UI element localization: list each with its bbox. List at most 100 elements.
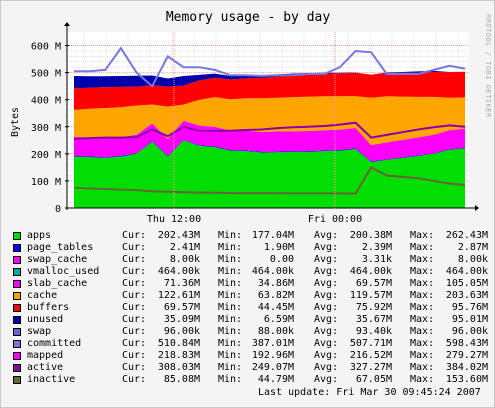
legend-cur-label: Cur: — [122, 374, 147, 385]
legend-cur-label: Cur: — [122, 242, 147, 253]
legend-swatch — [13, 304, 21, 312]
x-tick-label: Fri 00:00 — [308, 214, 362, 225]
y-tick-label: 300 M — [31, 123, 61, 134]
line-inactive — [73, 166, 466, 195]
legend-min-label: Min: — [218, 302, 243, 313]
legend-max-value: 105.05M — [445, 278, 488, 289]
legend-min-label: Min: — [218, 278, 243, 289]
legend-swatch — [13, 376, 21, 384]
y-tick-label: 400 M — [31, 96, 61, 107]
legend-avg-value: 327.27M — [349, 362, 392, 373]
legend-cur-label: Cur: — [122, 254, 147, 265]
legend-swatch — [13, 244, 21, 252]
legend-cur-label: Cur: — [122, 326, 147, 337]
legend-name: slab_cache — [27, 278, 88, 289]
legend-name: apps — [27, 230, 52, 241]
legend-cur-label: Cur: — [122, 362, 147, 373]
legend-min-label: Min: — [218, 362, 243, 373]
x-tick-label: Thu 12:00 — [147, 214, 201, 225]
legend-avg-label: Avg: — [314, 230, 339, 241]
legend-avg-value: 93.40k — [355, 326, 392, 337]
legend-row-apps: apps Cur: 202.43M Min: 177.04M Avg: 200.38M Max… — [0, 230, 495, 242]
legend-max-label: Max: — [410, 362, 435, 373]
legend-avg-label: Avg: — [314, 302, 339, 313]
memory-chart: Memory usage - by day RRDTOOL / TOBI OET… — [10, 10, 492, 225]
legend-max-label: Max: — [410, 266, 435, 277]
legend-cur-value: 202.43M — [157, 230, 200, 241]
legend-swatch — [13, 316, 21, 324]
legend-cur-label: Cur: — [122, 338, 147, 349]
legend-cur-value: 464.00k — [157, 266, 200, 277]
line-active — [73, 121, 466, 140]
stacked-areas — [74, 70, 465, 208]
legend-cur-value: 35.09M — [163, 314, 200, 325]
legend-max-value: 8.00k — [457, 254, 488, 265]
legend-min-value: 44.45M — [257, 302, 294, 313]
legend-min-value: 34.86M — [257, 278, 294, 289]
legend-cur-label: Cur: — [122, 314, 147, 325]
legend-cur-label: Cur: — [122, 350, 147, 361]
legend-cur-value: 308.03M — [157, 362, 200, 373]
legend-avg-value: 35.67M — [355, 314, 392, 325]
legend-min-label: Min: — [218, 314, 243, 325]
legend-cur-label: Cur: — [122, 266, 147, 277]
legend-cur-value: 69.57M — [163, 302, 200, 313]
legend-name: mapped — [27, 350, 64, 361]
legend-max-value: 464.00k — [445, 266, 488, 277]
legend-name: buffers — [27, 302, 70, 313]
legend-max-value: 96.00k — [451, 326, 488, 337]
legend-cur-label: Cur: — [122, 230, 147, 241]
legend-avg-label: Avg: — [314, 254, 339, 265]
legend-max-label: Max: — [410, 338, 435, 349]
legend-min-label: Min: — [218, 254, 243, 265]
chart-title: Memory usage - by day — [166, 10, 331, 25]
legend-cur-value: 96.00k — [163, 326, 200, 337]
legend-min-value: 464.00k — [251, 266, 294, 277]
legend-swatch — [13, 340, 21, 348]
legend-min-value: 177.04M — [251, 230, 294, 241]
legend-avg-label: Avg: — [314, 278, 339, 289]
legend-avg-label: Avg: — [314, 266, 339, 277]
legend-cur-label: Cur: — [122, 278, 147, 289]
area-unused — [74, 70, 465, 89]
legend-max-label: Max: — [410, 374, 435, 385]
legend-avg-label: Avg: — [314, 314, 339, 325]
legend-row-page_tables: page_tables Cur: 2.41M Min: 1.90M Avg: 2.39M Ma… — [0, 242, 495, 254]
legend-min-value: 44.79M — [257, 374, 294, 385]
legend-row-swap: swap Cur: 96.00k Min: 88.00k Avg: 93.40k Max: 96… — [0, 326, 495, 338]
y-tick-label: 100 M — [31, 177, 61, 188]
legend-cur-label: Cur: — [122, 302, 147, 313]
legend-min-value: 63.82M — [257, 290, 294, 301]
legend-avg-label: Avg: — [314, 338, 339, 349]
legend-min-value: 1.90M — [263, 242, 294, 253]
legend-name: committed — [27, 338, 82, 349]
legend-max-label: Max: — [410, 230, 435, 241]
legend-avg-label: Avg: — [314, 374, 339, 385]
y-tick-label: 0 — [55, 204, 61, 215]
legend-row-cache: cache Cur: 122.61M Min: 63.82M Avg: 119.57M Max… — [0, 290, 495, 302]
legend-swatch — [13, 364, 21, 372]
legend-min-label: Min: — [218, 350, 243, 361]
legend-swatch — [13, 280, 21, 288]
legend-max-value: 279.27M — [445, 350, 488, 361]
legend-min-value: 6.59M — [263, 314, 294, 325]
legend-max-label: Max: — [410, 302, 435, 313]
legend-min-label: Min: — [218, 266, 243, 277]
rrdtool-watermark: RRDTOOL / TOBI OETIKER — [484, 14, 492, 118]
line-committed — [74, 46, 466, 88]
legend-max-value: 153.60M — [445, 374, 488, 385]
legend-avg-value: 67.05M — [355, 374, 392, 385]
legend-min-value: 192.96M — [251, 350, 294, 361]
legend-name: inactive — [27, 374, 76, 385]
legend-cur-value: 85.08M — [163, 374, 200, 385]
legend-max-label: Max: — [410, 278, 435, 289]
legend-row-slab_cache: slab_cache Cur: 71.36M Min: 34.86M Avg: 69.57M… — [0, 278, 495, 290]
legend-avg-label: Avg: — [314, 290, 339, 301]
legend-min-value: 249.07M — [251, 362, 294, 373]
legend-max-value: 95.76M — [451, 302, 488, 313]
last-update: Last update: Fri Mar 30 09:45:24 2007 — [258, 387, 481, 398]
legend-name: active — [27, 362, 64, 373]
legend-min-label: Min: — [218, 374, 243, 385]
legend-min-label: Min: — [218, 326, 243, 337]
area-buffers — [74, 71, 465, 110]
